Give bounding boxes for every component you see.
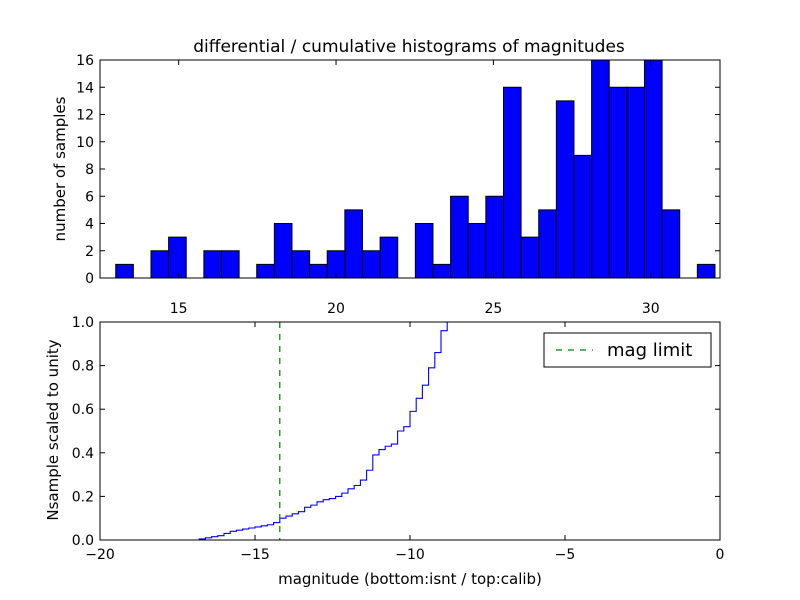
histogram-bar (696, 263, 716, 279)
top-y-tick-label: 12 (76, 108, 94, 124)
histogram-bar (573, 154, 593, 279)
histogram-bar (502, 86, 522, 279)
histogram-bar (643, 59, 663, 279)
histogram-bar (115, 263, 134, 279)
histogram-bar (273, 223, 293, 279)
top-y-tick-label: 10 (76, 135, 94, 151)
top-y-axis-label: number of samples (51, 96, 69, 241)
top-y-tick-label: 8 (85, 162, 94, 178)
bottom-y-tick-label: 0.8 (72, 359, 94, 375)
top-x-tick-label: 20 (327, 301, 345, 317)
histogram-bar (661, 209, 681, 279)
top-x-tick-label: 25 (484, 301, 502, 317)
top-x-tick-label: 15 (170, 301, 188, 317)
histogram-bar (555, 100, 575, 279)
bottom-x-axis-label: magnitude (bottom:isnt / top:calib) (278, 570, 542, 588)
histogram-bar (467, 223, 487, 279)
histogram-bar (414, 223, 434, 279)
top-x-tick-label: 30 (642, 301, 660, 317)
top-y-tick-label: 16 (76, 53, 94, 69)
bottom-y-tick-label: 0.2 (72, 489, 94, 505)
bottom-y-tick-label: 1.0 (72, 315, 94, 331)
histogram-bar (150, 250, 170, 279)
chart-title: differential / cumulative histograms of … (193, 37, 625, 57)
histogram-bar (168, 236, 187, 279)
top-axis-ticks: 15 20 25 30 0 2 4 6 8 10 12 14 16 (76, 53, 720, 317)
bottom-x-tick-label: −10 (395, 547, 425, 563)
histogram-bar (203, 250, 222, 279)
histogram-bar (344, 209, 363, 279)
histogram-bar (591, 59, 610, 279)
bottom-x-tick-label: 0 (716, 547, 725, 563)
bottom-y-tick-label: 0.4 (72, 446, 94, 462)
bottom-y-axis-label: Nsample scaled to unity (44, 339, 62, 520)
top-panel: differential / cumulative histograms of … (51, 37, 721, 317)
bottom-y-tick-label: 0.0 (72, 533, 94, 549)
bottom-x-tick-label: −15 (240, 547, 270, 563)
histogram-bar (450, 195, 469, 279)
histogram-bars (115, 59, 716, 279)
bottom-y-tick-label: 0.6 (72, 402, 94, 418)
histogram-bar (256, 263, 275, 279)
top-y-tick-label: 14 (76, 80, 94, 96)
bottom-axis-ticks: −20 −15 −10 −5 0 0.0 0.2 0.4 0.6 0.8 1.0 (72, 315, 725, 563)
top-y-tick-label: 0 (85, 271, 94, 287)
legend: mag limit (543, 332, 712, 368)
legend-label-mag-limit: mag limit (607, 340, 692, 361)
histogram-bar (379, 236, 399, 279)
histogram-bar (220, 250, 240, 279)
histogram-bar (608, 86, 628, 279)
bottom-panel: −20 −15 −10 −5 0 0.0 0.2 0.4 0.6 0.8 1.0 magnitude… (44, 315, 724, 588)
histogram-bar (361, 250, 381, 279)
histogram-bar (309, 263, 328, 279)
histogram-bar (485, 195, 504, 279)
cumulative-lines (100, 321, 457, 541)
cumulative-step-line (100, 321, 457, 541)
histogram-bar (432, 263, 452, 279)
top-y-tick-label: 4 (85, 217, 94, 233)
top-y-tick-label: 2 (85, 244, 94, 260)
histogram-bar (291, 250, 311, 279)
top-y-tick-label: 6 (85, 189, 94, 205)
bottom-x-tick-label: −5 (555, 547, 576, 563)
histogram-bar (538, 209, 557, 279)
histogram-bar (520, 236, 540, 279)
histogram-bar (626, 86, 645, 279)
bottom-x-tick-label: −20 (85, 547, 115, 563)
